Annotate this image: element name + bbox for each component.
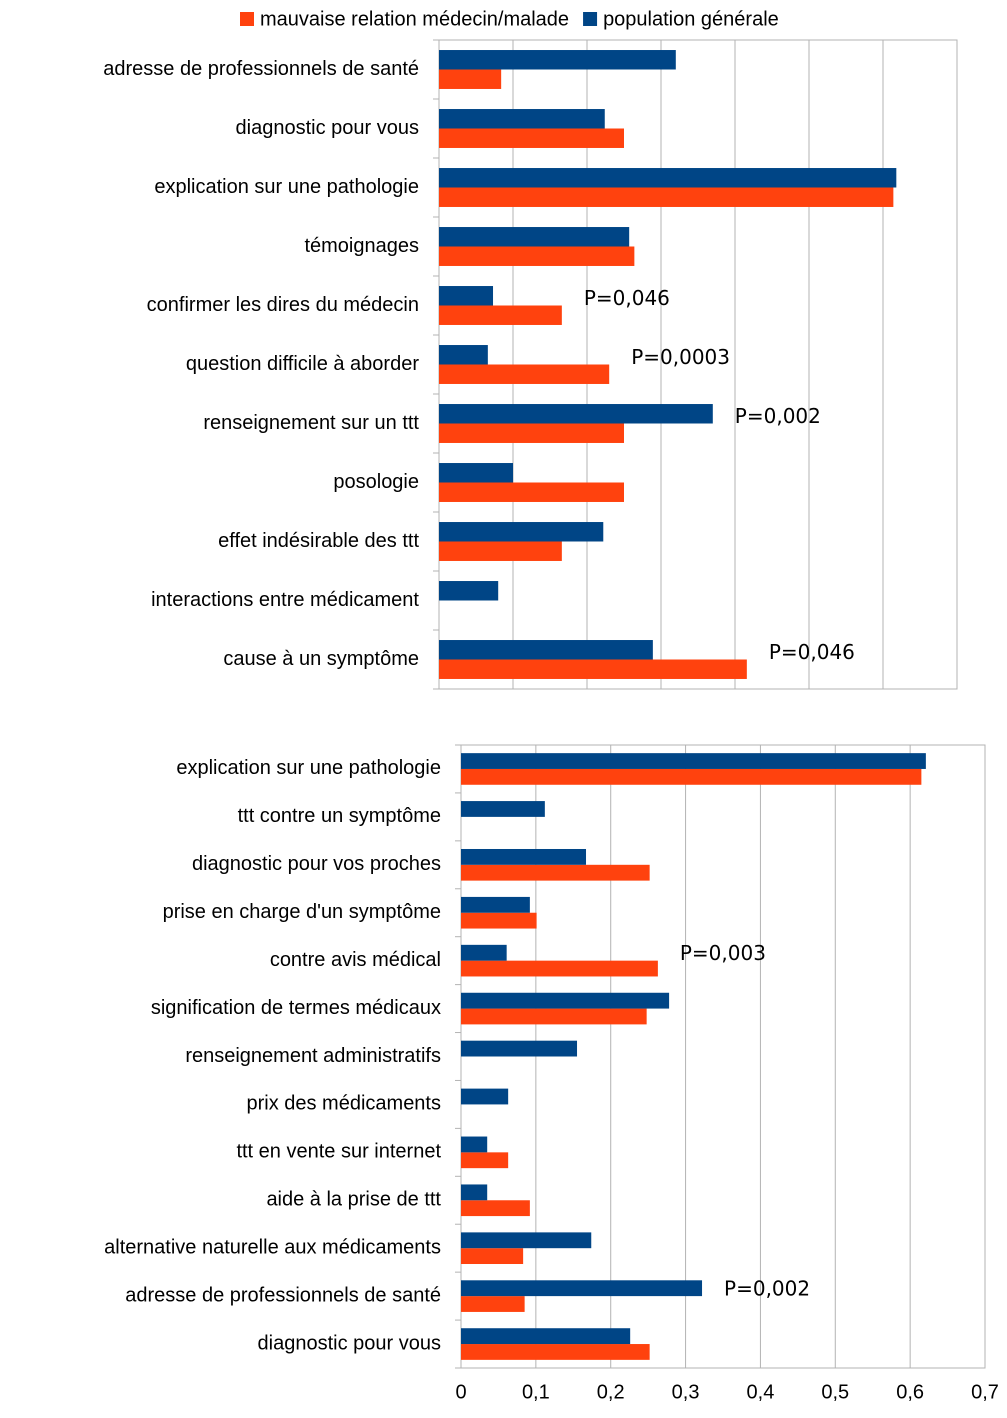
y-tick-label: question difficile à aborder (186, 353, 419, 375)
y-tick-label: signification de termes médicaux (151, 997, 441, 1019)
bar (439, 364, 610, 384)
bar (461, 1136, 488, 1153)
bar (439, 640, 653, 660)
bar (439, 227, 630, 247)
bar (461, 753, 926, 769)
bar (461, 1200, 530, 1217)
bar (461, 944, 507, 961)
bar (461, 1296, 525, 1312)
y-tick-label: cause à un symptôme (223, 648, 419, 670)
y-tick-label: ttt contre un symptôme (238, 805, 441, 827)
y-tick-label: confirmer les dires du médecin (147, 294, 419, 316)
y-tick-label: alternative naturelle aux médicaments (104, 1236, 441, 1258)
y-tick-label: prise en charge d'un symptôme (163, 901, 441, 923)
y-tick-label: ttt en vente sur internet (236, 1141, 441, 1163)
x-tick-label: 0 (455, 1381, 466, 1403)
y-tick-label: témoignages (304, 235, 419, 257)
bar (439, 109, 605, 129)
legend-label: population générale (603, 8, 779, 30)
legend-label: mauvaise relation médecin/malade (260, 8, 569, 30)
x-tick-label: 0,5 (821, 1381, 849, 1403)
annotation: P=0,002 (724, 1277, 810, 1301)
y-tick-label: adresse de professionnels de santé (103, 58, 419, 80)
bar (439, 423, 624, 443)
y-tick-label: renseignement sur un ttt (203, 412, 419, 434)
bar (439, 463, 513, 483)
legend-swatch (240, 12, 254, 26)
y-tick-label: contre avis médical (270, 949, 441, 971)
annotation: P=0,003 (680, 941, 766, 965)
bar (461, 1008, 647, 1025)
y-tick-label: diagnostic pour vous (258, 1332, 441, 1354)
bar (461, 1184, 488, 1201)
bar (439, 581, 499, 601)
bar (461, 960, 658, 977)
bar (439, 128, 624, 148)
bar (461, 1248, 524, 1265)
y-tick-label: posologie (333, 471, 419, 493)
bar (439, 541, 562, 561)
bar (439, 69, 502, 89)
bar (461, 1040, 578, 1057)
bar (439, 286, 494, 306)
bar (461, 768, 922, 785)
bar (439, 482, 624, 502)
bar (461, 1344, 650, 1360)
bar (439, 305, 562, 325)
bar (439, 187, 894, 207)
bar (461, 848, 587, 865)
bar (461, 864, 650, 881)
x-tick-label: 0,2 (597, 1381, 625, 1403)
bar (439, 246, 635, 266)
y-tick-label: effet indésirable des ttt (218, 530, 419, 552)
bar (439, 522, 604, 542)
annotation: P=0,0003 (631, 345, 730, 369)
y-tick-label: diagnostic pour vous (236, 117, 419, 139)
bar (461, 1152, 509, 1169)
bar (461, 992, 670, 1009)
y-tick-label: aide à la prise de ttt (266, 1189, 441, 1211)
x-tick-label: 0,7 (971, 1381, 999, 1403)
bar (439, 345, 488, 365)
bar (461, 1232, 592, 1249)
x-tick-label: 0,6 (896, 1381, 924, 1403)
bar (439, 50, 676, 70)
y-tick-label: adresse de professionnels de santé (125, 1284, 441, 1306)
legend-swatch (583, 12, 598, 26)
bar (461, 1328, 631, 1345)
bar (439, 168, 897, 188)
x-tick-label: 0,1 (522, 1381, 550, 1403)
bar (461, 912, 537, 929)
x-tick-label: 0,3 (672, 1381, 700, 1403)
annotation: P=0,046 (584, 286, 670, 310)
annotation: P=0,046 (769, 640, 855, 664)
bar (461, 801, 545, 817)
bar (461, 1088, 509, 1105)
annotation: P=0,002 (735, 404, 821, 428)
bar (439, 659, 747, 679)
y-tick-label: interactions entre médicament (151, 589, 419, 611)
y-tick-label: explication sur une pathologie (154, 176, 419, 198)
y-tick-label: renseignement administratifs (185, 1045, 441, 1067)
y-tick-label: prix des médicaments (246, 1093, 441, 1115)
bar (461, 896, 530, 913)
y-tick-label: explication sur une pathologie (176, 757, 441, 779)
y-tick-label: diagnostic pour vos proches (192, 853, 441, 875)
x-tick-label: 0,4 (747, 1381, 775, 1403)
bar (461, 1280, 703, 1297)
bar (439, 404, 713, 424)
